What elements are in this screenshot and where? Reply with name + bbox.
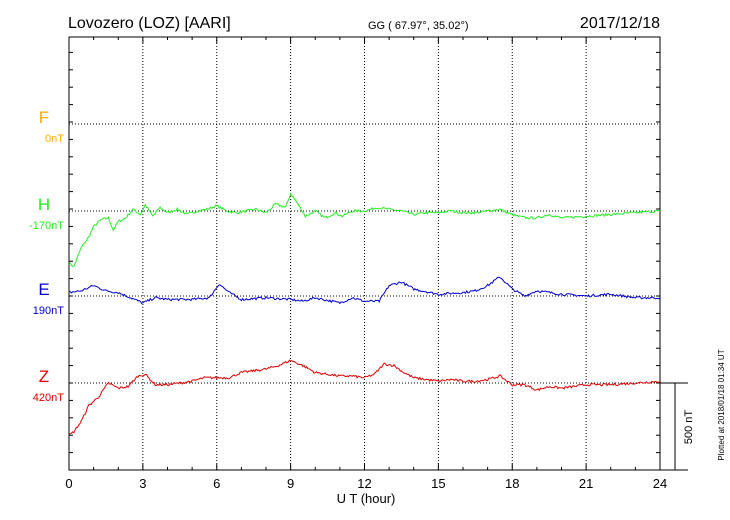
x-tick-label: 3 [139,476,146,491]
series-name-F: F [39,108,49,127]
date-label: 2017/12/18 [580,15,660,32]
x-tick-labels: 0 3 6 9 12 15 18 21 24 [65,476,667,491]
x-tick-label: 21 [579,476,593,491]
series-baseline-F: 0nT [45,133,64,145]
x-tick-label: 24 [653,476,667,491]
series-name-H: H [38,195,50,214]
series-baseline-E: 190nT [33,305,64,317]
x-tick-label: 0 [65,476,72,491]
x-tick-label: 15 [431,476,445,491]
trace-Z [68,359,661,435]
scale-bar: 500 nT [660,382,695,471]
tick-marks [68,37,661,471]
traces [68,192,661,435]
series-baseline-H: -170nT [29,220,64,232]
coords-label: GG ( 67.97°, 35.02°) [368,20,469,32]
grid [69,37,660,470]
series-labels: F 0nT H -170nT E 190nT Z 420nT [29,108,64,404]
series-name-E: E [38,280,49,299]
series-name-Z: Z [39,367,49,386]
x-tick-label: 9 [287,476,294,491]
x-tick-label: 12 [357,476,371,491]
x-tick-label: 18 [505,476,519,491]
plotted-at-note: Plotted at 2018/01/18 01:34 UT [717,349,726,460]
scale-bar-label: 500 nT [683,410,695,445]
trace-E [69,276,661,305]
series-baseline-Z: 420nT [33,392,64,404]
trace-H [68,192,661,268]
x-axis-label: U T (hour) [337,491,396,506]
station-title: Lovozero (LOZ) [AARI] [68,15,231,32]
x-tick-label: 6 [213,476,220,491]
